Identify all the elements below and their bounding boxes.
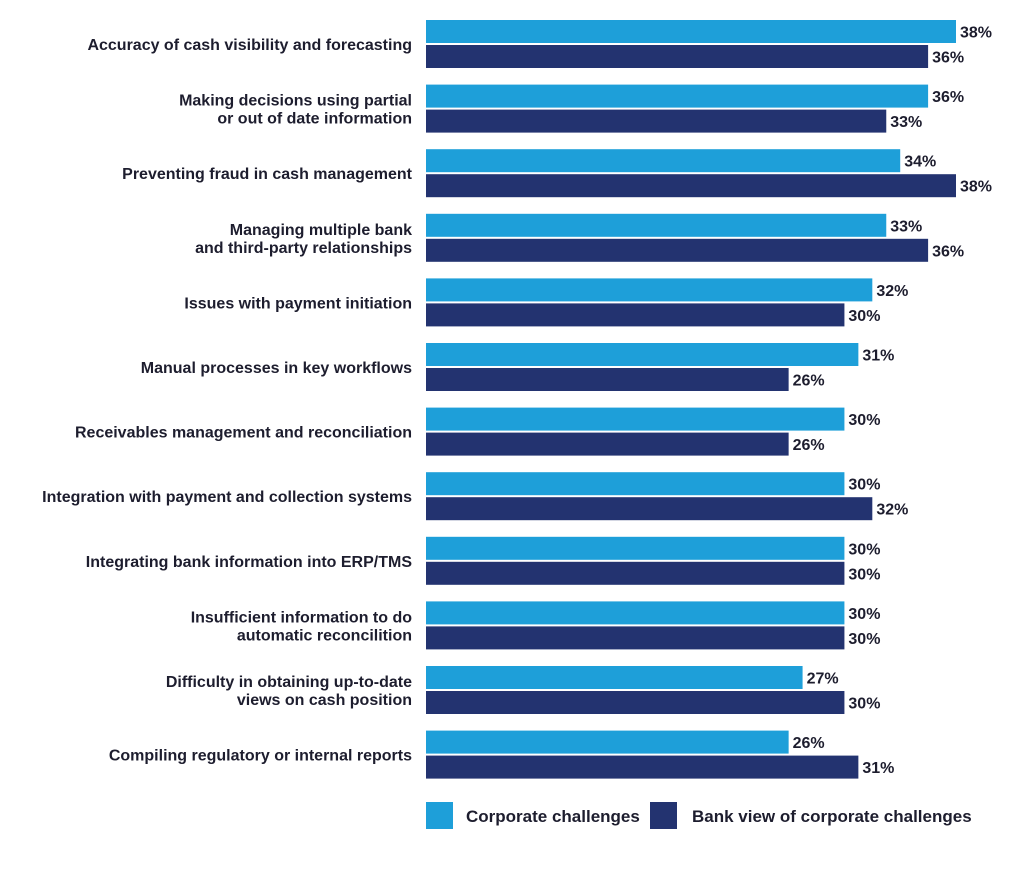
category-label-8: Integrating bank information into ERP/TM…: [86, 554, 413, 571]
bar-corporate-11: [426, 730, 789, 754]
bar-bank-4: [426, 303, 845, 327]
legend-label-corporate: Corporate challenges: [466, 807, 640, 826]
value-label-corporate-2: 34%: [904, 154, 936, 171]
value-label-corporate-3: 33%: [890, 218, 922, 235]
category-label-11: Compiling regulatory or internal reports: [109, 748, 412, 765]
bar-corporate-9: [426, 601, 845, 625]
value-label-corporate-6: 30%: [848, 412, 880, 429]
value-label-bank-8: 30%: [848, 566, 880, 583]
bar-bank-7: [426, 497, 873, 521]
value-label-bank-4: 30%: [848, 308, 880, 325]
value-label-corporate-0: 38%: [960, 25, 992, 42]
category-label-5: Manual processes in key workflows: [141, 360, 412, 377]
bar-bank-11: [426, 755, 859, 779]
bar-bank-8: [426, 561, 845, 585]
legend-swatch-bank: [650, 802, 677, 829]
category-label-3: Managing multiple bank and third-party re…: [195, 222, 412, 257]
value-label-bank-1: 33%: [890, 114, 922, 131]
category-label-1: Making decisions using partial or out of …: [179, 93, 412, 128]
bar-bank-6: [426, 432, 789, 456]
value-label-bank-10: 30%: [848, 696, 880, 713]
value-label-bank-7: 32%: [876, 502, 908, 519]
bar-bank-2: [426, 174, 956, 198]
category-label-0: Accuracy of cash visibility and forecast…: [87, 37, 412, 54]
category-label-9: Insufficient information to do automatic …: [191, 609, 413, 644]
bar-bank-10: [426, 691, 845, 714]
value-label-bank-6: 26%: [793, 437, 825, 454]
bar-bank-3: [426, 238, 929, 262]
value-label-bank-9: 30%: [848, 631, 880, 648]
value-label-bank-3: 36%: [932, 243, 964, 260]
value-label-bank-0: 36%: [932, 50, 964, 67]
bar-bank-1: [426, 109, 887, 133]
value-label-corporate-1: 36%: [932, 89, 964, 106]
value-label-corporate-10: 27%: [807, 671, 839, 688]
category-label-7: Integration with payment and collection …: [42, 489, 412, 506]
value-label-bank-5: 26%: [793, 373, 825, 390]
bar-corporate-5: [426, 343, 859, 366]
bar-corporate-10: [426, 666, 803, 689]
legend-label-bank: Bank view of corporate challenges: [692, 807, 972, 826]
bar-bank-5: [426, 368, 789, 391]
value-label-corporate-7: 30%: [848, 477, 880, 494]
category-label-10: Difficulty in obtaining up-to-date views …: [166, 674, 412, 709]
value-label-corporate-11: 26%: [793, 735, 825, 752]
category-label-6: Receivables management and reconciliatio…: [75, 425, 412, 442]
value-label-corporate-9: 30%: [848, 606, 880, 623]
bar-corporate-8: [426, 536, 845, 560]
value-label-bank-11: 31%: [862, 760, 894, 777]
bar-corporate-0: [426, 20, 956, 43]
value-label-corporate-4: 32%: [876, 283, 908, 300]
bar-corporate-6: [426, 407, 845, 431]
category-label-4: Issues with payment initiation: [184, 295, 412, 312]
value-label-corporate-5: 31%: [862, 348, 894, 365]
value-label-bank-2: 38%: [960, 179, 992, 196]
value-label-corporate-8: 30%: [848, 541, 880, 558]
legend-swatch-corporate: [426, 802, 453, 829]
bar-corporate-2: [426, 149, 901, 173]
bar-corporate-3: [426, 213, 887, 237]
category-label-2: Preventing fraud in cash management: [122, 166, 413, 183]
bar-corporate-7: [426, 472, 845, 496]
bar-bank-9: [426, 626, 845, 650]
bar-corporate-4: [426, 278, 873, 302]
bar-corporate-1: [426, 84, 929, 108]
bar-bank-0: [426, 45, 929, 68]
